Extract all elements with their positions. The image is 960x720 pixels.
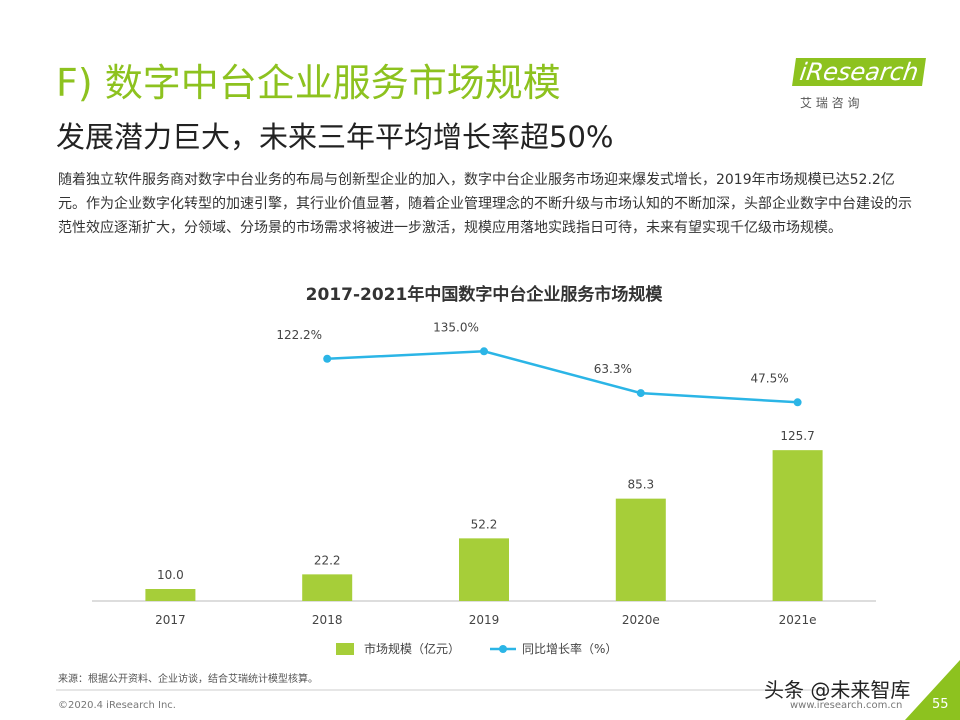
- data-label: 63.3%: [594, 362, 632, 376]
- x-tick-label: 2018: [312, 613, 343, 627]
- legend-label: 同比增长率（%）: [522, 641, 617, 656]
- page-number: 55: [932, 697, 949, 712]
- line-point: [793, 398, 802, 407]
- bar: [145, 589, 196, 601]
- legend-dot: [499, 645, 507, 653]
- chart-title: 2017-2021年中国数字中台企业服务市场规模: [306, 284, 664, 305]
- legend-swatch: [336, 643, 354, 655]
- logo-subtitle: 艾 瑞 咨 询: [800, 96, 860, 110]
- slide-subtitle: 发展潜力巨大，未来三年平均增长率超50%: [56, 120, 614, 154]
- slide-title: F) 数字中台企业服务市场规模: [56, 61, 561, 105]
- line-point: [480, 347, 488, 356]
- copyright: ©2020.4 iResearch Inc.: [58, 700, 176, 711]
- line-point: [636, 389, 645, 398]
- line-point: [323, 354, 332, 363]
- data-label: 47.5%: [751, 371, 789, 385]
- source: 来源：根据公开资料、企业访谈，结合艾瑞统计模型核算。: [58, 674, 318, 685]
- data-label: 122.2%: [276, 328, 322, 342]
- bar: [615, 498, 666, 601]
- data-label: 85.3: [627, 478, 654, 492]
- x-tick-label: 2017: [155, 613, 186, 627]
- x-tick-label: 2019: [469, 613, 500, 627]
- watermark: 头条 @未来智库: [764, 678, 911, 702]
- x-tick-label: 2020e: [622, 613, 660, 627]
- data-label: 22.2: [314, 553, 341, 567]
- bar: [772, 450, 823, 601]
- x-tick-label: 2021e: [779, 613, 817, 627]
- paragraph: 随着独立软件服务商对数字中台业务的布局与创新型企业的加入，数字中台企业服务市场迎…: [58, 172, 912, 236]
- url: www.iresearch.com.cn: [790, 700, 903, 711]
- data-label: 125.7: [780, 429, 814, 443]
- bar: [459, 538, 509, 601]
- data-label: 52.2: [471, 517, 498, 531]
- data-label: 10.0: [157, 568, 184, 582]
- data-label: 135.0%: [433, 320, 479, 334]
- legend-label: 市场规模（亿元）: [364, 641, 460, 656]
- line: [327, 350, 798, 404]
- page-corner: [905, 660, 960, 720]
- bar: [302, 574, 353, 601]
